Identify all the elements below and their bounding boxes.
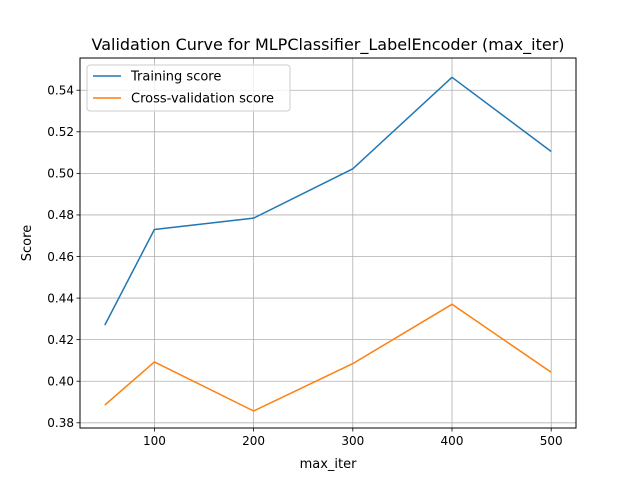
series-line-cross-validation-score [104, 303, 552, 412]
y-tick-label: 0.44 [47, 291, 74, 305]
x-tick-label: 400 [441, 434, 464, 448]
x-tick-label: 100 [143, 434, 166, 448]
y-tick-label: 0.52 [47, 125, 74, 139]
y-tick-label: 0.48 [47, 208, 74, 222]
x-tick-label: 200 [242, 434, 265, 448]
plot-frame [79, 57, 577, 429]
y-tick-label: 0.42 [47, 333, 74, 347]
x-tick-label: 500 [540, 434, 563, 448]
legend-label: Cross-validation score [131, 92, 274, 107]
y-tick-label: 0.50 [47, 167, 74, 181]
x-axis-label: max_iter [300, 457, 358, 472]
series-line-training-score [104, 76, 552, 326]
grid-lines [80, 58, 576, 428]
x-tick-label: 300 [341, 434, 364, 448]
y-axis-label: Score [20, 225, 35, 261]
legend: Training score Cross-validation score [86, 64, 291, 112]
legend-label: Training score [130, 70, 221, 85]
y-tick-label: 0.46 [47, 250, 74, 264]
series-lines [104, 76, 552, 412]
x-axis-ticks: 100 200 300 400 500 [143, 428, 563, 448]
y-tick-label: 0.54 [47, 84, 74, 98]
y-tick-label: 0.40 [47, 375, 74, 389]
y-tick-label: 0.38 [47, 416, 74, 430]
y-axis-ticks: 0.38 0.40 0.42 0.44 0.46 0.48 0.50 0.52 0.54 [47, 84, 80, 430]
chart-title: Validation Curve for MLPClassifier_Label… [91, 35, 564, 55]
legend-box [86, 64, 291, 112]
